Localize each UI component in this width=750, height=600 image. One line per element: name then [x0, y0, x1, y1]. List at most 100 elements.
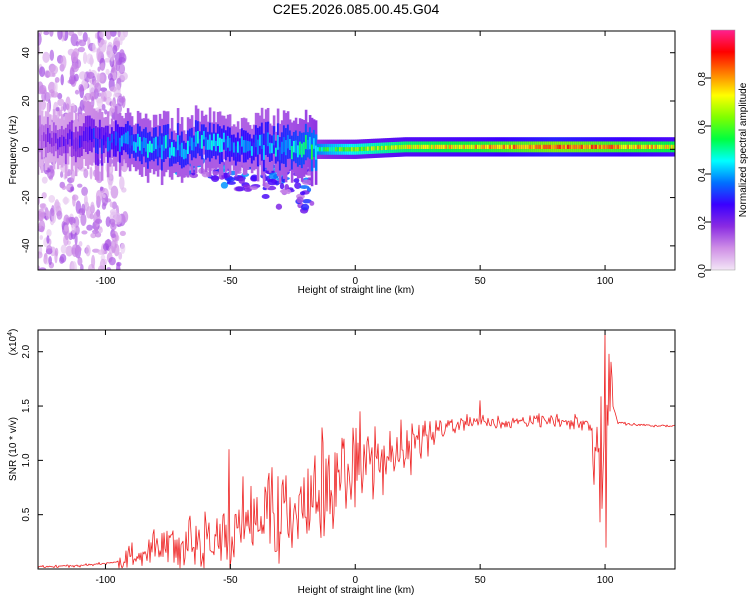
spectral-noise-blob [118, 63, 126, 75]
spectral-noise-blob [77, 183, 83, 188]
spectral-ridge-core [121, 135, 124, 147]
spectral-ridge-core [379, 145, 382, 151]
spectral-noise-blob [54, 247, 59, 257]
spectral-noise-blob [61, 185, 67, 191]
spectral-ridge-core [387, 145, 390, 150]
spectral-ridge-core [267, 132, 270, 147]
spectral-ridge-core [139, 136, 142, 151]
spectral-ridge-core [659, 144, 662, 149]
spectral-ridge-core [655, 144, 658, 149]
spectral-noise-blob [82, 51, 88, 64]
spectral-ridge-core [171, 142, 174, 156]
spectral-ridge-core [281, 141, 284, 154]
spectral-ridge-core [515, 144, 518, 149]
spectral-ridge-core [259, 134, 262, 146]
spectral-ridge-core [499, 144, 502, 149]
spectral-noise-blob [54, 77, 60, 83]
spectral-noise-blob [102, 243, 109, 251]
snr-x-tick-label: -100 [95, 575, 115, 586]
spectral-ridge-core [561, 144, 564, 149]
spectral-ridge-core [295, 140, 298, 154]
spectral-ridge-core [179, 144, 182, 156]
spectral-noise-blob [117, 31, 121, 38]
spectral-noise-blob [45, 210, 51, 220]
spectral-ridge-core [53, 132, 56, 146]
spectral-noise-blob [99, 186, 104, 191]
spectral-ridge-core [61, 135, 64, 147]
spectral-ridge-core [571, 144, 574, 149]
spectral-ridge-core [591, 144, 594, 149]
spectral-ridge-core [159, 135, 162, 148]
spectral-ridge-core [511, 144, 514, 149]
spectral-noise-blob [111, 233, 117, 238]
spectral-noise-blob [77, 256, 83, 266]
spectral-ridge-core [275, 147, 278, 157]
spectral-ridge-core [229, 137, 232, 152]
spectral-ridge-core [151, 143, 154, 153]
spectral-ridge-core [145, 138, 148, 152]
spectral-ridge-core [465, 144, 468, 149]
spectral-noise-blob [38, 219, 46, 233]
spectral-ridge-core [113, 138, 116, 149]
spectral-ridge-core [549, 144, 552, 149]
spectral-noise-blob [60, 74, 64, 86]
spectral-ridge-core [385, 145, 388, 150]
spectral-ridge-core [439, 144, 442, 149]
spectral-ridge-core [573, 144, 576, 149]
spectral-noise-blob [83, 194, 88, 208]
spectral-noise-blob [108, 256, 116, 266]
spectral-ridge-core [217, 133, 220, 146]
spectral-ridge-core [473, 144, 476, 149]
spectral-ridge-core [363, 146, 366, 151]
spectral-ridge-core [539, 144, 542, 149]
spectrogram-x-tick-label: -100 [95, 276, 115, 287]
spectral-ridge-core [213, 133, 216, 147]
spectral-ridge-core [637, 144, 640, 149]
spectral-ridge-core [193, 142, 196, 151]
spectral-ridge-core [403, 144, 406, 150]
spectral-ridge-core [173, 147, 176, 157]
spectral-noise-blob [119, 230, 126, 236]
spectral-noise-blob [57, 31, 63, 40]
spectral-ridge-core [109, 140, 112, 151]
spectral-noise-blob [101, 103, 106, 111]
spectral-ridge-core [381, 145, 384, 151]
spectral-branch-blob [201, 171, 211, 178]
spectral-ridge-core [431, 144, 434, 149]
spectral-ridge-core [133, 141, 136, 151]
spectral-ridge-core [421, 144, 424, 149]
spectrogram-x-tick-label: 100 [597, 276, 614, 287]
spectral-ridge-core [507, 144, 510, 149]
spectral-branch-blob [213, 171, 220, 176]
spectral-ridge-core [123, 134, 126, 144]
spectral-ridge-core [639, 144, 642, 149]
spectral-ridge-core [451, 144, 454, 149]
spectral-noise-blob [106, 267, 112, 270]
spectral-branch-blob [293, 178, 300, 183]
spectral-noise-blob [72, 194, 76, 207]
spectral-noise-blob [81, 203, 86, 216]
spectral-ridge-core [183, 148, 186, 160]
spectral-noise-blob [83, 80, 88, 90]
spectral-ridge-core [167, 134, 170, 147]
spectral-ridge-core [533, 144, 536, 149]
spectral-ridge-core [245, 140, 248, 153]
spectral-ridge-core [429, 144, 432, 149]
spectral-branch-blob [302, 199, 312, 204]
spectral-ridge-core [41, 135, 44, 149]
spectral-noise-blob [104, 109, 108, 115]
spectral-ridge-core [625, 144, 628, 149]
spectral-ridge-core [589, 144, 592, 149]
spectral-ridge-core [339, 147, 342, 152]
spectral-noise-blob [47, 71, 55, 77]
spectral-noise-blob [75, 40, 80, 47]
spectral-branch-blob [250, 174, 259, 182]
spectral-noise-blob [99, 258, 106, 270]
spectral-ridge-core [175, 148, 178, 157]
spectral-noise-blob [60, 244, 67, 254]
spectral-ridge-core [395, 145, 398, 150]
spectral-noise-blob [43, 89, 47, 95]
spectral-ridge-core [83, 131, 86, 142]
spectral-ridge-core [329, 147, 332, 152]
spectral-noise-blob [98, 227, 103, 234]
